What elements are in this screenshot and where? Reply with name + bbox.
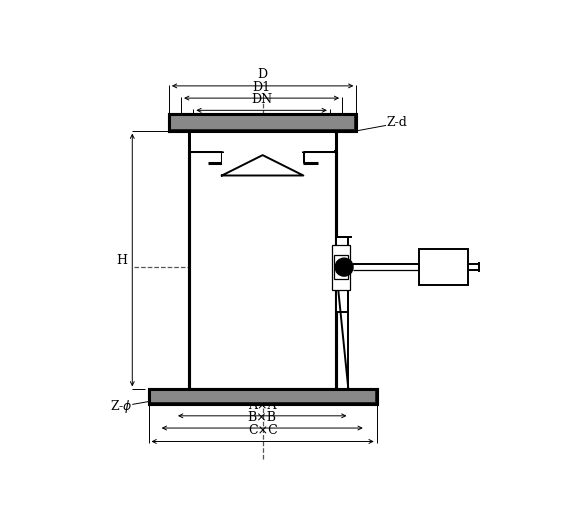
Bar: [169, 114, 356, 131]
Bar: [222, 153, 303, 178]
Text: DN: DN: [251, 93, 272, 106]
Bar: [169, 114, 356, 131]
Bar: [332, 245, 350, 289]
Bar: [151, 390, 375, 403]
Polygon shape: [222, 155, 303, 176]
Text: C×C: C×C: [248, 424, 277, 437]
Bar: [148, 389, 376, 404]
Bar: [148, 389, 376, 404]
Text: D: D: [258, 68, 268, 81]
Bar: [189, 131, 336, 389]
Text: H: H: [117, 253, 128, 267]
Text: A×A: A×A: [248, 399, 277, 412]
Bar: [191, 131, 334, 151]
Bar: [419, 249, 468, 286]
Circle shape: [335, 258, 353, 276]
Bar: [336, 236, 348, 312]
Bar: [334, 255, 348, 279]
Text: Z-$\phi$: Z-$\phi$: [110, 398, 133, 415]
Bar: [171, 116, 354, 130]
Text: Z-d: Z-d: [387, 116, 408, 129]
Text: B×B: B×B: [248, 411, 277, 424]
Text: D1: D1: [252, 81, 271, 94]
